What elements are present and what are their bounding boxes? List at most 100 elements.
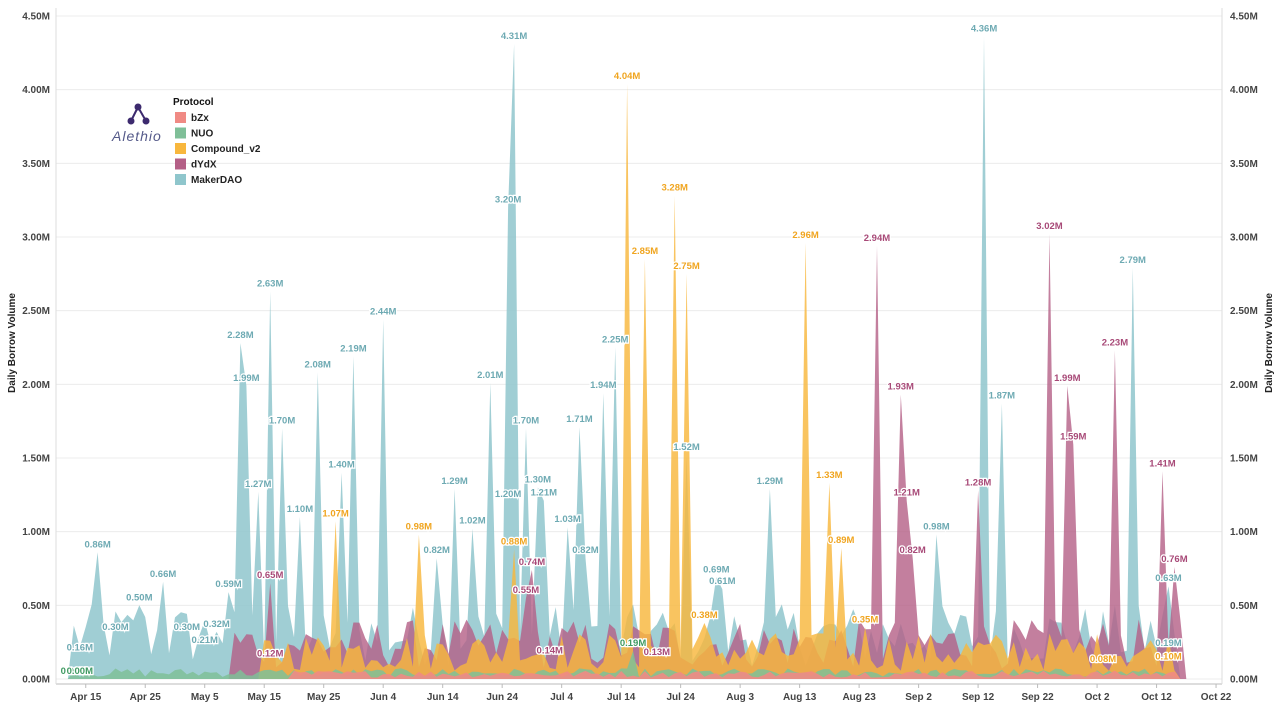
data-label: 0.61M xyxy=(709,576,735,587)
data-label: 0.86M xyxy=(84,539,110,550)
legend-label: bZx xyxy=(191,113,209,124)
x-tick-label: Apr 25 xyxy=(130,692,162,703)
data-label: 0.21M xyxy=(192,635,218,646)
x-tick-label: Jul 14 xyxy=(607,692,636,703)
data-label: 0.38M xyxy=(691,610,717,621)
y-tick-label: 4.00M xyxy=(22,85,50,96)
x-tick-label: Oct 2 xyxy=(1085,692,1110,703)
x-tick-labels: Apr 15 Apr 25 May 5 May 15 May 25 Jun 4 Jun 14… xyxy=(70,684,1232,703)
data-label: 1.10M xyxy=(287,504,313,515)
x-tick-label: Apr 15 xyxy=(70,692,102,703)
y-tick-label-right: 0.50M xyxy=(1230,601,1258,612)
legend-swatch xyxy=(175,158,186,170)
data-label: 2.63M xyxy=(257,279,283,290)
data-label: 1.21M xyxy=(531,488,557,499)
x-tick-label: Sep 22 xyxy=(1021,692,1054,703)
data-label: 1.03M xyxy=(554,514,580,525)
data-label: 2.23M xyxy=(1102,337,1128,348)
data-label: 0.13M xyxy=(644,647,670,658)
data-label: 2.28M xyxy=(227,330,253,341)
x-tick-label: May 5 xyxy=(191,692,219,703)
legend: Protocol bZx NUO Compound_v2 dYdX MakerDAO xyxy=(173,97,261,186)
data-label: 1.87M xyxy=(989,390,1015,401)
data-label: 1.30M xyxy=(525,474,551,485)
data-label: 2.01M xyxy=(477,370,503,381)
data-label: 3.28M xyxy=(661,183,687,194)
data-label: 0.82M xyxy=(899,545,925,556)
x-tick-label: Sep 12 xyxy=(962,692,995,703)
x-tick-label: Jun 4 xyxy=(370,692,397,703)
data-label: 1.71M xyxy=(566,414,592,425)
y-tick-label-right: 3.50M xyxy=(1230,159,1258,170)
y-tick-label: 1.50M xyxy=(22,454,50,465)
data-label: 3.02M xyxy=(1036,221,1062,232)
y-tick-label: 0.50M xyxy=(22,601,50,612)
x-tick-label: Jul 24 xyxy=(666,692,695,703)
y-tick-label: 1.00M xyxy=(22,527,50,538)
legend-swatch xyxy=(175,174,186,185)
data-label: 2.96M xyxy=(792,230,818,241)
data-label: 0.59M xyxy=(215,579,241,590)
data-label: 0.14M xyxy=(537,645,563,656)
data-label: 0.82M xyxy=(572,545,598,556)
data-label: 1.33M xyxy=(816,470,842,481)
data-label: 2.44M xyxy=(370,307,396,318)
alethio-logo: Alethio xyxy=(111,103,162,144)
area-dydx xyxy=(56,234,1222,679)
x-tick-label: Aug 13 xyxy=(783,692,817,703)
x-tick-label: Sep 2 xyxy=(905,692,932,703)
y-tick-label: 0.00M xyxy=(22,675,50,686)
data-label: 0.66M xyxy=(150,569,176,580)
alethio-logo-text: Alethio xyxy=(111,128,162,144)
data-label: 1.29M xyxy=(757,476,783,487)
data-label: 0.63M xyxy=(1155,573,1181,584)
data-label: 4.36M xyxy=(971,24,997,35)
data-label: 1.21M xyxy=(894,488,920,499)
data-label: 1.28M xyxy=(965,477,991,488)
data-label: 1.27M xyxy=(245,479,271,490)
data-label: 2.19M xyxy=(340,343,366,354)
data-label: 0.89M xyxy=(828,535,854,546)
data-label: 1.70M xyxy=(269,416,295,427)
data-label: 0.19M xyxy=(620,638,646,649)
data-label: 4.04M xyxy=(614,71,640,82)
data-label: 0.10M xyxy=(1155,651,1181,662)
data-label: 1.20M xyxy=(495,489,521,500)
y-tick-label-right: 1.50M xyxy=(1230,454,1258,465)
data-label: 1.59M xyxy=(1060,432,1086,443)
y-tick-label-right: 3.00M xyxy=(1230,233,1258,244)
y-tick-label-right: 4.00M xyxy=(1230,85,1258,96)
data-label: 1.94M xyxy=(590,380,616,391)
y-tick-label: 3.00M xyxy=(22,233,50,244)
data-label: 1.70M xyxy=(513,416,539,427)
data-label: 2.75M xyxy=(673,261,699,272)
x-tick-label: Oct 22 xyxy=(1201,692,1232,703)
legend-title: Protocol xyxy=(173,97,214,108)
data-label: 0.12M xyxy=(257,648,283,659)
x-tick-label: Jul 4 xyxy=(550,692,573,703)
data-label: 1.07M xyxy=(322,508,348,519)
x-tick-label: Oct 12 xyxy=(1141,692,1172,703)
legend-swatch xyxy=(175,127,186,139)
data-label: 0.00M xyxy=(67,666,93,677)
data-label: 1.99M xyxy=(1054,373,1080,384)
data-label: 0.08M xyxy=(1090,654,1116,665)
data-label: 1.41M xyxy=(1149,458,1175,469)
legend-label: dYdX xyxy=(191,160,217,171)
legend-label: Compound_v2 xyxy=(191,144,261,155)
data-label: 0.82M xyxy=(424,545,450,556)
data-label: 0.69M xyxy=(703,564,729,575)
data-label: 0.35M xyxy=(852,614,878,625)
area-series xyxy=(56,36,1222,680)
data-label: 0.88M xyxy=(501,536,527,547)
y-tick-label: 3.50M xyxy=(22,159,50,170)
area-nuo xyxy=(56,651,1222,679)
y-tick-label-right: 2.00M xyxy=(1230,380,1258,391)
data-label: 2.25M xyxy=(602,335,628,346)
x-tick-label: Aug 23 xyxy=(842,692,876,703)
y-tick-label: 2.00M xyxy=(22,380,50,391)
area-bzx xyxy=(56,670,1222,679)
y-axis-title-right: Daily Borrow Volume xyxy=(1264,293,1275,393)
data-label: 0.00M xyxy=(61,666,87,677)
